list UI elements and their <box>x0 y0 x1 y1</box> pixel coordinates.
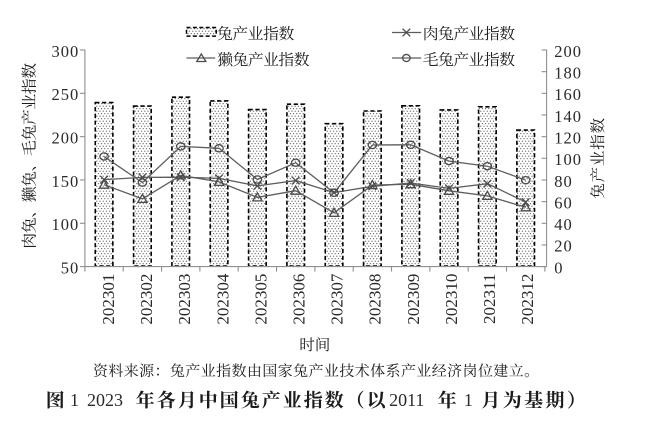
svg-text:200: 200 <box>554 42 582 61</box>
svg-text:202302: 202302 <box>137 274 156 325</box>
svg-text:40: 40 <box>554 215 573 234</box>
svg-text:202310: 202310 <box>442 274 461 325</box>
svg-text:60: 60 <box>554 193 573 212</box>
svg-text:50: 50 <box>61 258 80 277</box>
svg-text:202305: 202305 <box>251 274 270 325</box>
svg-text:2023: 2023 <box>87 390 123 410</box>
svg-text:150: 150 <box>51 172 79 191</box>
svg-text:200: 200 <box>51 128 79 147</box>
svg-text:140: 140 <box>554 107 582 126</box>
svg-text:250: 250 <box>51 85 79 104</box>
svg-text:120: 120 <box>554 128 582 147</box>
svg-text:20: 20 <box>554 237 573 256</box>
svg-text:80: 80 <box>554 172 573 191</box>
svg-text:202307: 202307 <box>328 273 347 325</box>
svg-text:1: 1 <box>464 390 473 410</box>
svg-text:202301: 202301 <box>99 274 118 325</box>
svg-text:202311: 202311 <box>480 274 499 324</box>
svg-text:160: 160 <box>554 85 582 104</box>
svg-text:100: 100 <box>554 150 582 169</box>
svg-text:202304: 202304 <box>213 273 232 325</box>
svg-text:202309: 202309 <box>404 274 423 325</box>
svg-text:100: 100 <box>51 215 79 234</box>
svg-text:1: 1 <box>70 390 79 410</box>
svg-text:0: 0 <box>554 258 563 277</box>
svg-text:202303: 202303 <box>175 274 194 325</box>
svg-text:300: 300 <box>51 42 79 61</box>
svg-text:202312: 202312 <box>518 274 537 325</box>
svg-text:202308: 202308 <box>366 274 385 325</box>
svg-text:202306: 202306 <box>289 274 308 325</box>
svg-text:180: 180 <box>554 63 582 82</box>
svg-text:2011: 2011 <box>389 390 424 410</box>
